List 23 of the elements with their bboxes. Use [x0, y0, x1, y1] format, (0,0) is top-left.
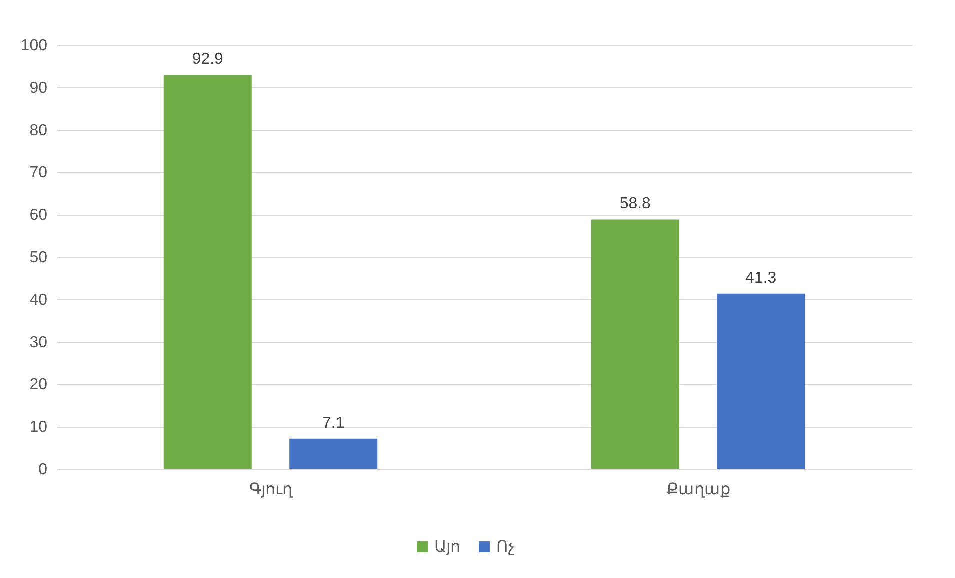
data-label: 41.3 — [746, 270, 777, 287]
y-tick-label: 90 — [30, 80, 48, 97]
x-tick-label: Գյուղ — [249, 482, 294, 498]
y-tick-label: 50 — [30, 250, 48, 266]
y-tick-label: 70 — [30, 164, 48, 182]
y-tick-label: 100 — [20, 38, 48, 54]
data-label: 7.1 — [322, 414, 345, 432]
bar — [290, 438, 378, 469]
y-tick-label: 40 — [30, 292, 48, 309]
legend-label: Այո — [434, 539, 460, 556]
bar — [591, 220, 680, 469]
bar — [164, 75, 252, 469]
data-label: 58.8 — [620, 196, 652, 213]
y-tick-label: 60 — [30, 207, 48, 224]
y-tick-label: 10 — [30, 419, 48, 436]
x-tick-label: Քաղաք — [666, 482, 730, 498]
legend-label: Ոչ — [496, 539, 514, 556]
y-tick-label: 20 — [30, 376, 48, 394]
y-tick-label: 80 — [30, 122, 48, 140]
bar — [717, 294, 806, 469]
y-tick-label: 30 — [30, 334, 48, 352]
y-tick-label: 0 — [38, 462, 48, 478]
data-label: 92.9 — [192, 51, 224, 68]
